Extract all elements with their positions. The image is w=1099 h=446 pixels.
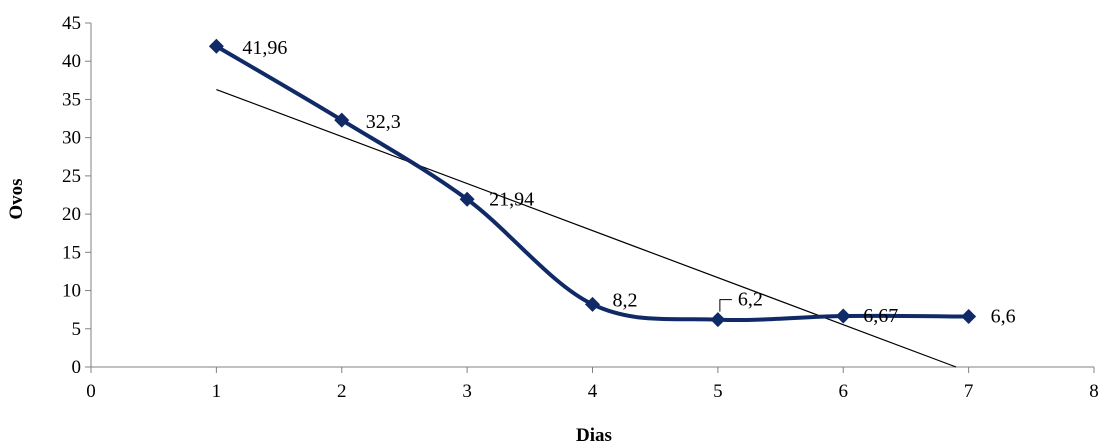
data-labels: 41,96 32,3 21,94 8,2 6,2 6,67 6,6 [242,37,1015,327]
y-tick-label: 20 [62,204,81,225]
x-tick-label: 2 [337,381,347,402]
data-label: 6,6 [991,306,1016,328]
data-label-leader-line [719,299,732,312]
x-tick-label: 8 [1089,381,1099,402]
x-tick-label: 7 [964,381,974,402]
y-tick-label: 35 [62,89,81,110]
data-point-marker [208,38,224,54]
data-point-marker [961,309,977,325]
x-tick-label: 1 [212,381,222,402]
data-label: 6,2 [738,289,763,311]
data-point-marker [459,191,475,207]
data-point-marker [334,112,350,128]
data-label: 6,67 [863,305,898,327]
y-tick-label: 45 [62,13,81,34]
x-axis-ticks: 0 1 2 3 4 5 6 7 8 [86,367,1099,402]
trendline [216,88,957,368]
data-label: 41,96 [242,37,287,59]
data-point-marker [585,296,600,312]
trendline-group [216,88,957,368]
data-point-marker [710,312,726,328]
series-line [215,44,969,323]
y-axis-ticks: 0 5 10 15 20 25 30 35 40 45 [62,13,91,378]
data-label: 21,94 [489,188,534,210]
data-point-marker [835,308,851,324]
y-tick-label: 40 [62,51,81,72]
x-axis-title: Dias [576,425,612,446]
y-tick-label: 30 [62,128,81,149]
data-label: 8,2 [613,289,638,311]
x-tick-label: 0 [86,381,96,402]
y-tick-label: 0 [72,357,82,378]
series-group [208,38,977,328]
y-axis-title: Ovos [6,178,27,219]
y-tick-label: 25 [62,166,81,187]
data-label: 32,3 [366,111,401,133]
x-tick-label: 4 [588,381,598,402]
x-tick-label: 6 [839,381,849,402]
x-tick-label: 5 [713,381,723,402]
y-tick-label: 10 [62,281,81,302]
y-tick-label: 5 [72,319,82,340]
y-tick-label: 15 [62,242,81,263]
x-tick-label: 3 [462,381,472,402]
